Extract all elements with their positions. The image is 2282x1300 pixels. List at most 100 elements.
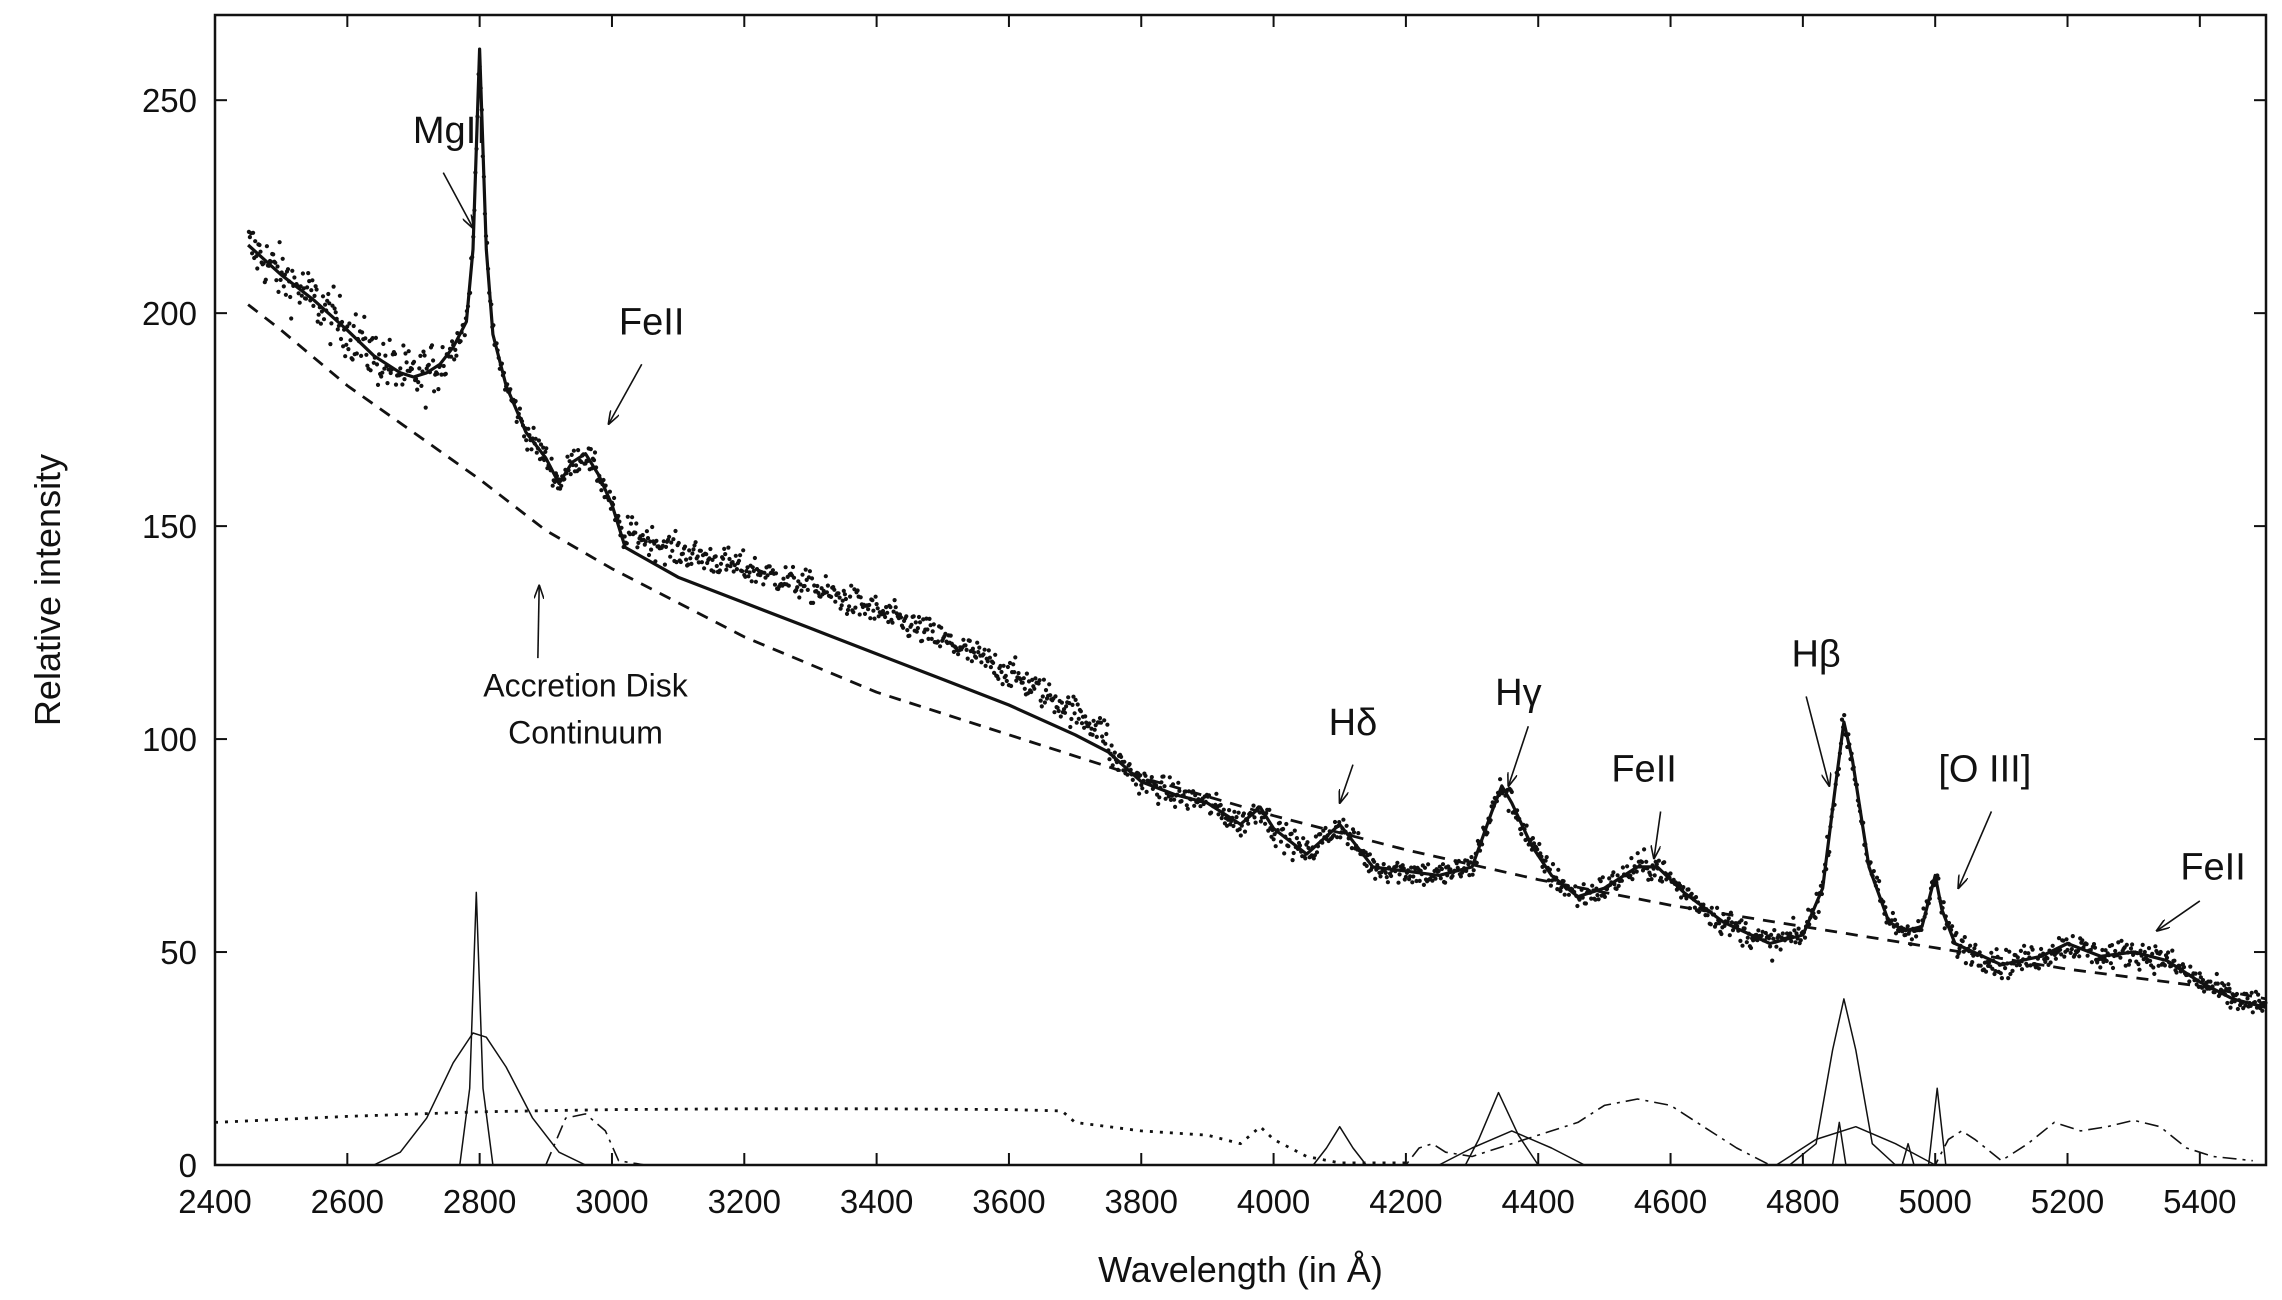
- data-point: [374, 362, 380, 367]
- data-point: [1278, 839, 1284, 844]
- data-point: [640, 533, 645, 538]
- data-point: [2089, 960, 2094, 965]
- data-point: [2104, 958, 2109, 964]
- data-point: [2101, 959, 2106, 965]
- data-point: [1999, 976, 2004, 981]
- data-point: [1014, 678, 1019, 683]
- data-point: [1292, 828, 1297, 833]
- data-point: [1771, 936, 1776, 941]
- data-point: [1143, 773, 1148, 778]
- data-point: [299, 293, 304, 298]
- data-point: [1548, 883, 1553, 888]
- data-point: [1043, 688, 1049, 693]
- data-point: [627, 532, 633, 537]
- data-point: [650, 524, 655, 530]
- data-point: [2110, 965, 2116, 971]
- data-point: [402, 377, 407, 382]
- data-point: [1331, 833, 1336, 838]
- data-point: [2062, 954, 2067, 959]
- data-point: [318, 321, 323, 326]
- data-point: [453, 347, 458, 352]
- data-point: [1468, 860, 1473, 865]
- data-point: [1972, 946, 1977, 951]
- data-point: [741, 548, 746, 553]
- data-point: [1519, 832, 1524, 837]
- data-point: [1125, 772, 1130, 777]
- data-point: [857, 612, 862, 617]
- data-point: [1893, 931, 1899, 936]
- data-point: [1708, 922, 1713, 927]
- data-point: [1433, 876, 1438, 881]
- data-point: [2061, 938, 2066, 943]
- data-point: [1397, 872, 1402, 877]
- data-point: [1052, 710, 1057, 715]
- data-point: [441, 363, 446, 369]
- data-point: [884, 605, 889, 610]
- data-point: [816, 590, 821, 596]
- data-point: [1058, 714, 1063, 719]
- data-point: [328, 342, 333, 347]
- data-point: [1294, 836, 1299, 841]
- data-point: [1062, 710, 1068, 715]
- data-point: [1619, 878, 1624, 883]
- data-point: [838, 606, 843, 611]
- data-point: [388, 370, 393, 376]
- data-point: [2140, 942, 2145, 948]
- data-point: [331, 284, 336, 289]
- data-point: [1341, 817, 1346, 822]
- data-point: [750, 565, 755, 570]
- data-point: [974, 655, 979, 660]
- data-point: [646, 552, 652, 558]
- data-point: [1064, 704, 1069, 709]
- data-point: [1668, 871, 1673, 876]
- series-thin-line: [1927, 1087, 1947, 1166]
- data-point: [1133, 782, 1139, 787]
- data-point: [707, 556, 712, 561]
- data-point: [577, 467, 582, 472]
- data-point: [1652, 873, 1657, 878]
- data-point: [431, 358, 436, 363]
- data-point: [277, 240, 282, 245]
- data-point: [2187, 979, 2192, 984]
- line-annotations: MgII FeII Accretion Disk Continuum Hδ Hγ FeII H…: [413, 110, 2246, 931]
- data-point: [689, 561, 694, 567]
- data-point: [1091, 718, 1096, 723]
- data-point: [724, 567, 729, 572]
- data-point: [1962, 935, 1967, 940]
- data-point: [736, 558, 742, 563]
- data-point: [1385, 880, 1390, 885]
- y-tick-label: 100: [142, 721, 197, 758]
- data-point: [2036, 966, 2041, 971]
- data-point: [2227, 986, 2232, 991]
- data-point: [1323, 825, 1328, 831]
- data-point: [1789, 939, 1794, 944]
- annotation-label: Accretion Disk: [483, 667, 689, 703]
- data-point: [1625, 864, 1630, 869]
- data-point: [1558, 888, 1563, 894]
- data-point: [832, 587, 837, 592]
- data-point: [1252, 815, 1257, 820]
- data-point: [1001, 663, 1006, 668]
- data-point: [970, 646, 976, 651]
- data-point: [921, 617, 926, 622]
- data-point: [1760, 929, 1765, 934]
- data-point: [1098, 720, 1104, 725]
- data-point: [731, 569, 736, 574]
- data-point: [1277, 820, 1282, 825]
- data-point: [1289, 831, 1294, 836]
- data-point: [1686, 887, 1691, 892]
- data-point: [855, 588, 860, 593]
- data-point: [905, 628, 910, 633]
- data-point: [2226, 982, 2231, 987]
- data-point: [829, 594, 834, 600]
- data-point: [1301, 836, 1306, 841]
- data-point: [1273, 844, 1278, 849]
- data-point: [1009, 683, 1014, 689]
- data-point: [1185, 806, 1190, 811]
- data-point: [1768, 944, 1773, 949]
- data-point: [353, 312, 358, 317]
- data-point: [1658, 875, 1664, 880]
- data-point: [738, 553, 743, 558]
- data-point: [1616, 883, 1621, 889]
- data-point: [1183, 789, 1188, 794]
